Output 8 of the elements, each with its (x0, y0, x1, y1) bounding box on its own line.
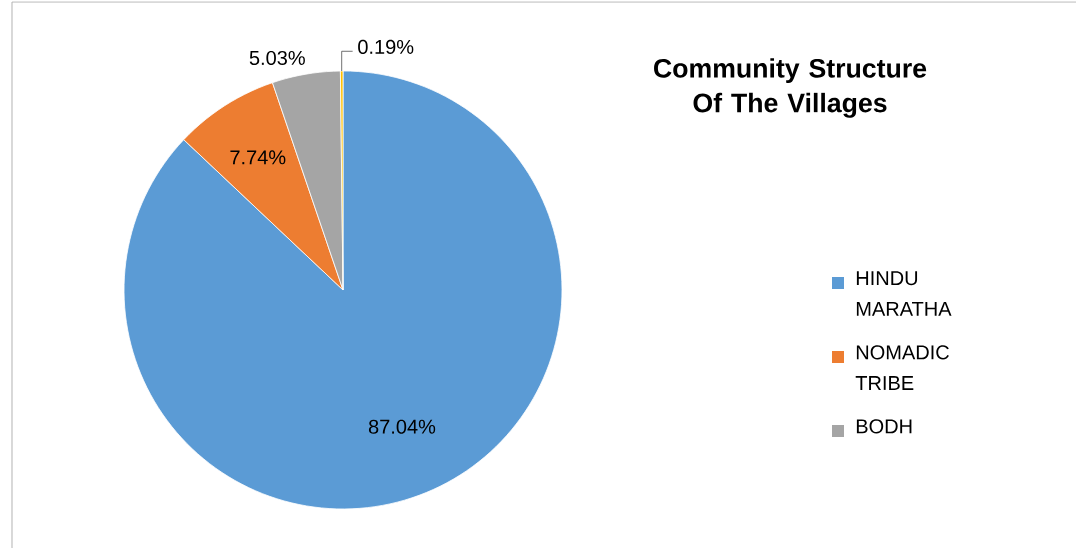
legend-label: BODH (856, 419, 912, 434)
legend-label: NOMADIC TRIBE (855, 345, 949, 390)
data-label: 0.19% (358, 39, 414, 54)
data-label: 7.74% (230, 150, 286, 165)
data-label: 87.04% (368, 419, 436, 434)
data-label: 5.03% (249, 50, 305, 66)
text: Community Structure Of The Villages (654, 58, 927, 118)
legend-label: HINDU MARATHA (856, 271, 952, 316)
